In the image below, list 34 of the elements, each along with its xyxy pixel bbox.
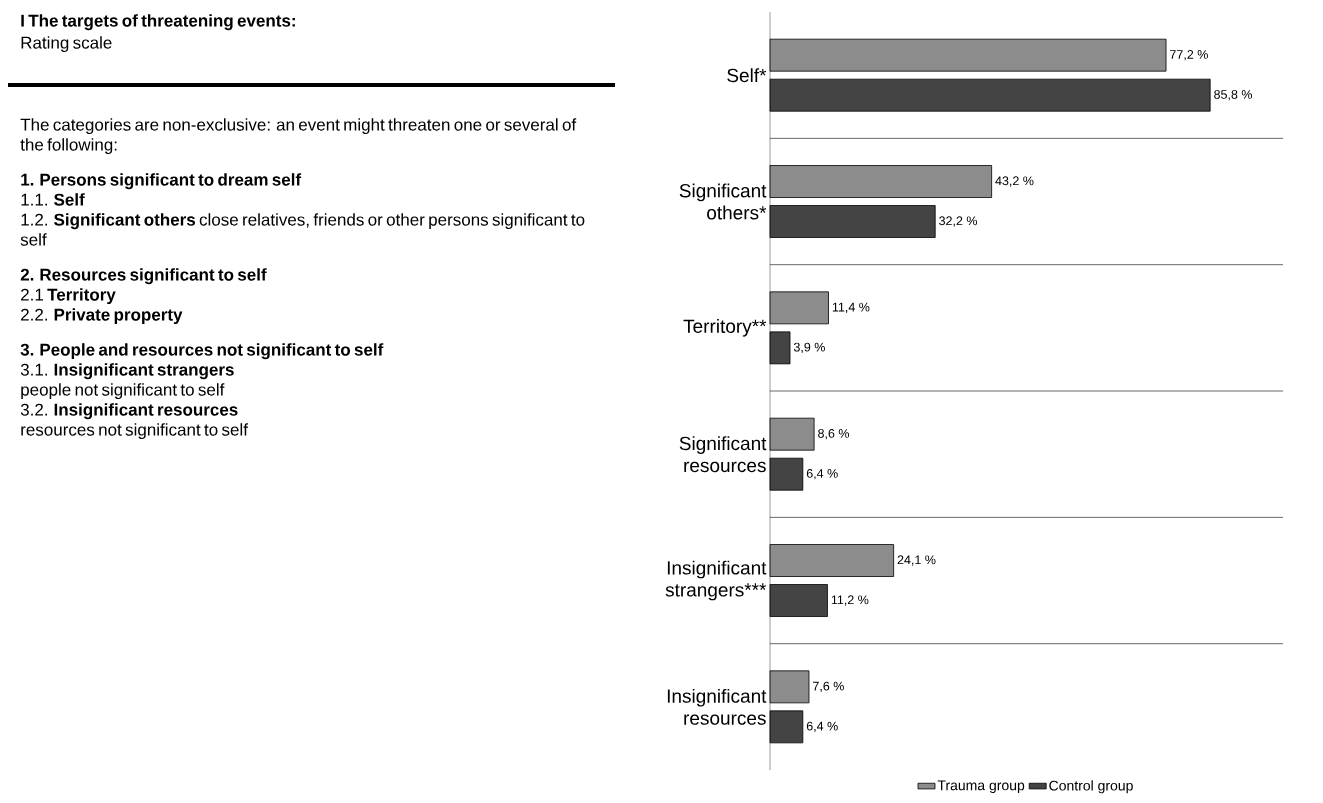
y-tick-label: Significant others*: [679, 183, 767, 220]
data-label: 3,9 %: [793, 342, 825, 354]
data-label: 24,1 %: [897, 555, 936, 566]
y-tick-label: Self*: [727, 68, 767, 83]
text: 2.1 Territory: [21, 288, 116, 305]
y-tick-label: Significant resources: [679, 436, 767, 473]
data-label: 8,6 %: [818, 429, 850, 440]
text: 1.1. Self: [21, 193, 85, 206]
text: I The targets of threatening events:: [21, 14, 295, 31]
text: Rating scale: [21, 36, 112, 53]
data-label: 7,6 %: [813, 681, 844, 693]
legend-label: Trauma group: [937, 780, 1025, 794]
text: 3.1. Insignificant strangers: [20, 363, 234, 380]
data-label: 77,2 %: [1170, 50, 1208, 61]
data-label: 11,4 %: [832, 302, 870, 313]
data-label: 85,8 %: [1214, 90, 1253, 101]
data-label: 32,2 %: [939, 216, 978, 227]
text: people not significant to self: [21, 383, 225, 400]
text: 3.2. Insignificant resources: [20, 403, 238, 420]
y-tick-label: Insignificant resources: [667, 688, 767, 725]
text: 3. People and resources not significant to self: [20, 343, 384, 360]
text: The categories are non-exclusive: an event might threaten one or several of the following:: [20, 118, 577, 155]
data-label: 6,4 %: [806, 721, 838, 733]
data-label: 43,2 %: [995, 176, 1034, 187]
text: 2.2. Private property: [21, 308, 183, 325]
text: 1. Persons significant to dream self: [21, 173, 302, 190]
data-label: 6,4 %: [806, 469, 838, 480]
legend-label: Control group: [1049, 780, 1133, 794]
text: 1.2. Significant others close relatives, friends or other persons significant to self: [20, 213, 585, 246]
data-label: 11,2 %: [831, 595, 869, 606]
y-tick-label: Insignificant strangers***: [665, 560, 767, 601]
text: 2. Resources significant to self: [20, 268, 267, 285]
y-tick-label: Territory**: [683, 319, 767, 337]
text: resources not significant to self: [21, 423, 248, 440]
